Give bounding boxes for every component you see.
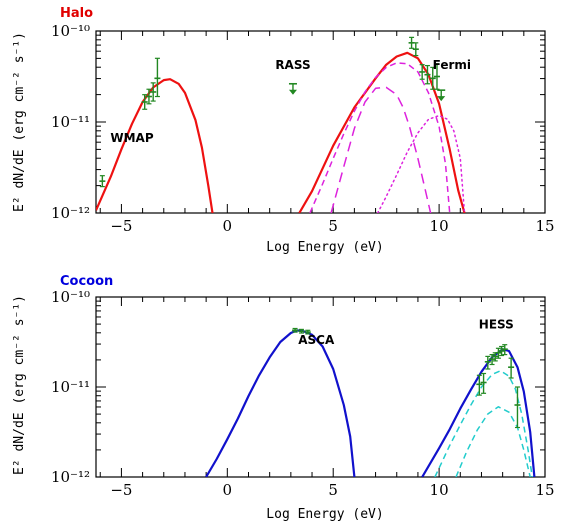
cocoon-curves	[205, 329, 536, 477]
halo-y-tick-label: 10⁻¹¹	[51, 113, 90, 131]
cocoon-plot-marks: −5 0 5 10 15 10⁻¹² 10⁻¹¹ 10⁻¹⁰ ASCA HESS	[51, 288, 555, 499]
cocoon-x-tick-label: 0	[223, 481, 233, 499]
cocoon-x-tick-label: 5	[328, 481, 338, 499]
cocoon-y-tick-label: 10⁻¹²	[51, 468, 90, 486]
cocoon-x-tick-label: 15	[535, 481, 554, 499]
cocoon-model-curve-dash	[455, 406, 531, 477]
halo-annotation-rass: RASS	[275, 58, 310, 72]
halo-y-axis-title: E² dN/dE (erg cm⁻² s⁻¹)	[12, 32, 27, 212]
halo-x-tick-label: −5	[110, 217, 132, 235]
cocoon-y-tick-label: 10⁻¹¹	[51, 378, 90, 396]
halo-plot-frame	[95, 30, 546, 214]
halo-annotation-fermi: Fermi	[433, 58, 471, 72]
cocoon-panel: Cocoon E² dN/dE (erg cm⁻² s⁻¹) Log Energ…	[12, 274, 555, 522]
halo-upper-limit-arrow	[437, 96, 446, 102]
halo-model-curve-dash	[309, 62, 451, 213]
halo-model-curve-solid	[96, 78, 214, 213]
halo-panel-title: Halo	[60, 6, 93, 21]
halo-x-axis-title: Log Energy (eV)	[266, 240, 383, 255]
halo-annotation-wmap: WMAP	[110, 131, 153, 145]
halo-plot-marks: −5 0 5 10 15 10⁻¹² 10⁻¹¹ 10⁻¹⁰ WMAP RASS Fermi	[51, 22, 555, 235]
cocoon-model-curve-solid	[205, 329, 356, 477]
halo-model-curve-solid	[298, 51, 466, 213]
cocoon-panel-title: Cocoon	[60, 274, 113, 289]
cocoon-plot-frame	[95, 296, 546, 478]
halo-y-tick-label: 10⁻¹²	[51, 204, 90, 222]
halo-model-curve-dot	[376, 114, 466, 213]
cocoon-x-tick-label: −5	[110, 481, 132, 499]
halo-x-tick-label: 10	[430, 217, 449, 235]
cocoon-y-tick-label: 10⁻¹⁰	[51, 288, 90, 306]
halo-x-tick-label: 0	[223, 217, 233, 235]
cocoon-x-tick-label: 10	[430, 481, 449, 499]
halo-model-curve-longdash	[330, 86, 432, 213]
halo-y-tick-label: 10⁻¹⁰	[51, 22, 90, 40]
halo-curves	[96, 51, 466, 213]
halo-x-tick-label: 15	[535, 217, 554, 235]
halo-upper-limit-arrow	[288, 89, 297, 95]
cocoon-x-axis-title: Log Energy (eV)	[266, 507, 383, 522]
halo-panel: Halo E² dN/dE (erg cm⁻² s⁻¹) Log Energy …	[12, 6, 555, 255]
cocoon-y-axis-title: E² dN/dE (erg cm⁻² s⁻¹)	[12, 295, 27, 475]
cocoon-annotation-hess: HESS	[479, 318, 514, 332]
cocoon-annotation-asca: ASCA	[298, 333, 335, 347]
cocoon-model-curve-dash	[434, 370, 534, 477]
halo-x-tick-label: 5	[328, 217, 338, 235]
